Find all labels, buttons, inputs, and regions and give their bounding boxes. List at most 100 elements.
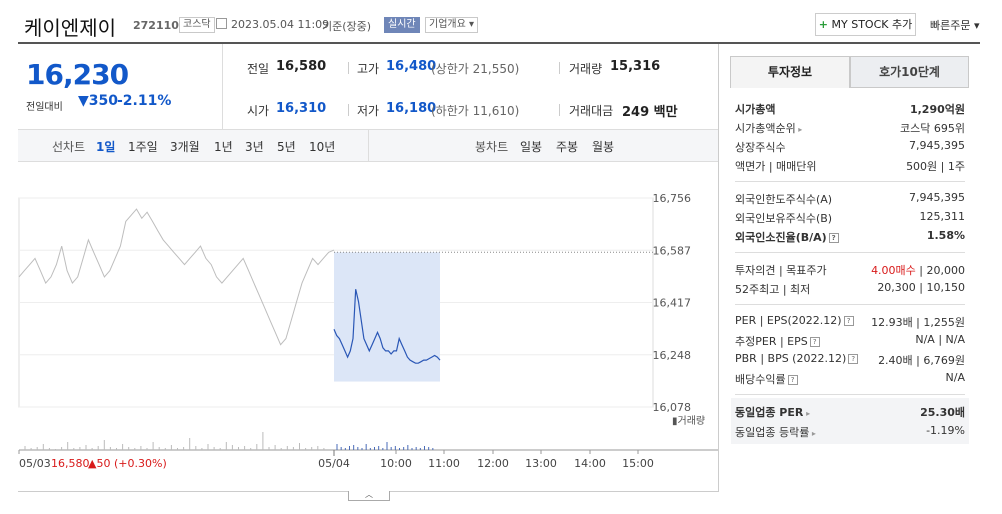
tab-1day[interactable]: 1일	[96, 140, 116, 154]
tab-monthly[interactable]: 월봉	[592, 140, 615, 154]
open-label: 시가	[247, 104, 270, 118]
prev-day-price-line	[18, 208, 335, 346]
prev-day-percent: (+0.30%)	[114, 457, 167, 470]
x-tick-label: 13:00	[525, 457, 557, 470]
realtime-badge[interactable]: 실시간	[384, 17, 420, 33]
par-value-row: 액면가 | 매매단위 500원 | 1주	[735, 160, 965, 173]
y-tick-label: 16,756	[653, 192, 692, 205]
y-tick-label: 16,587	[653, 244, 692, 257]
pbr-bps-row: PBR | BPS (2022.12)? 2.40배 | 6,769원	[735, 352, 965, 367]
quick-order-button[interactable]: 빠른주문 ▾	[930, 17, 980, 33]
stock-name: 케이엔제이	[24, 16, 116, 40]
price-summary: 16,230 전일대비 ▼350 -2.11% 전일 16,580 고가 16,…	[18, 44, 718, 130]
volume-label: 거래량	[569, 62, 603, 76]
quote-datetime: 2023.05.04 11:09	[231, 18, 330, 31]
tab-5year[interactable]: 5년	[277, 140, 296, 154]
chevron-down-icon: ▾	[970, 19, 980, 32]
today-range-area	[334, 252, 440, 382]
amount-value: 249 백만	[622, 105, 678, 120]
tab-orderbook[interactable]: 호가10단계	[850, 56, 969, 88]
x-tick-label: 10:00	[380, 457, 412, 470]
tab-10year[interactable]: 10년	[309, 140, 336, 154]
chart-period-tabs: 선차트 1일 1주일 3개월 1년 3년 5년 10년 봉차트 일봉 주봉 월봉	[18, 130, 718, 162]
candle-chart-label: 봉차트	[475, 140, 509, 154]
quote-basis: 기준(장중)	[322, 20, 372, 33]
high-value: 16,480	[386, 59, 437, 74]
company-info-button[interactable]: 기업개요 ▾	[425, 17, 478, 33]
tab-1year[interactable]: 1년	[214, 140, 233, 154]
dividend-row: 배당수익률? N/A	[735, 371, 965, 386]
arrow-right-icon: ▸	[809, 429, 816, 438]
quick-order-label: 빠른주문	[930, 19, 971, 32]
foreign-holding-row: 외국인보유주식수(B) 125,311	[735, 210, 965, 225]
amount-label: 거래대금	[569, 104, 614, 118]
tab-1week[interactable]: 1주일	[128, 140, 158, 154]
x-tick-label: 15:00	[622, 457, 654, 470]
x-tick-label: 12:00	[477, 457, 509, 470]
intraday-chart: 16,756 16,587 16,417 16,248 16,078▮거래량 05/03 0…	[18, 192, 718, 470]
x-tick-label: 05/03	[19, 457, 51, 470]
help-icon[interactable]: ?	[848, 354, 859, 364]
high-label: 고가	[357, 62, 380, 76]
summary-divider	[222, 44, 223, 130]
y-tick-label: 16,417	[653, 297, 692, 310]
tab-daily[interactable]: 일봉	[520, 140, 543, 154]
my-stock-label: MY STOCK 추가	[831, 18, 913, 31]
prev-day-change: ▲50	[88, 457, 110, 470]
foreign-limit-row: 외국인한도주식수(A) 7,945,395	[735, 191, 965, 206]
current-price: 16,230	[26, 58, 129, 91]
prev-close-label: 전일	[247, 62, 270, 76]
prev-day-price: 16,580	[51, 457, 90, 470]
help-icon[interactable]: ?	[809, 337, 820, 347]
opinion-row: 투자의견 | 목표주가 4.00매수 | 20,000	[735, 264, 965, 277]
upper-limit: (상한가 21,550)	[431, 62, 520, 76]
stock-code: 272110	[133, 19, 179, 32]
lower-limit: (하한가 11,610)	[431, 104, 520, 118]
chevron-down-icon: ▾	[465, 19, 475, 30]
x-tick-label: 11:00	[428, 457, 460, 470]
header-divider	[18, 42, 980, 44]
low-value: 16,180	[386, 101, 437, 116]
listed-shares-row: 상장주식수 7,945,395	[735, 139, 965, 154]
x-tick-label: 14:00	[574, 457, 606, 470]
tab-weekly[interactable]: 주봉	[556, 140, 579, 154]
tab-3month[interactable]: 3개월	[170, 140, 200, 154]
volume-value: 15,316	[610, 59, 661, 74]
tab-invest-info[interactable]: 투자정보	[730, 56, 850, 88]
company-info-label: 기업개요	[429, 19, 466, 30]
sector-per-row[interactable]: 동일업종 PER ▸ 25.30배	[735, 406, 965, 419]
chevron-up-icon: ︿	[365, 490, 373, 499]
open-value: 16,310	[276, 101, 327, 116]
sector-change-row[interactable]: 동일업종 등락률 ▸ -1.19%	[735, 424, 965, 439]
collapse-chart-button[interactable]: ︿	[348, 491, 390, 501]
investment-info-panel: 투자정보 호가10단계 시가총액 1,290억원 시가총액순위 ▸ 코스닥 695위…	[718, 44, 980, 492]
line-chart-label: 선차트	[52, 140, 86, 154]
my-stock-add-button[interactable]: + MY STOCK 추가	[815, 13, 916, 36]
x-tick-label: 05/04	[318, 457, 350, 470]
today-price-line	[333, 289, 441, 364]
plus-icon: +	[818, 18, 828, 31]
volume-label: ▮거래량	[672, 415, 705, 427]
stock-header: 케이엔제이 272110 코스닥 2023.05.04 11:09 기준(장중)…	[0, 0, 1002, 44]
change-value: ▼350	[78, 93, 119, 109]
foreign-ratio-row: 외국인소진율(B/A)? 1.58%	[735, 229, 965, 244]
help-icon[interactable]: ?	[843, 316, 854, 326]
market-cap-rank-row[interactable]: 시가총액순위 ▸ 코스닥 695위	[735, 122, 965, 135]
change-percent: -2.11%	[117, 93, 172, 109]
52week-row: 52주최고 | 최저 20,300 | 10,150	[735, 281, 965, 296]
prev-close-value: 16,580	[276, 59, 327, 74]
calendar-icon	[216, 18, 227, 29]
est-per-row: 추정PER | EPS? N/A | N/A	[735, 333, 965, 348]
arrow-right-icon: ▸	[803, 409, 811, 418]
tab-3year[interactable]: 3년	[245, 140, 264, 154]
per-eps-row: PER | EPS(2022.12)? 12.93배 | 1,255원	[735, 314, 965, 329]
help-icon[interactable]: ?	[828, 233, 839, 243]
down-triangle-icon: ▼	[78, 93, 89, 109]
market-cap-row: 시가총액 1,290억원	[735, 103, 965, 116]
low-label: 저가	[357, 104, 380, 118]
arrow-right-icon: ▸	[795, 125, 803, 134]
y-tick-label: 16,078	[653, 401, 692, 414]
y-tick-label: 16,248	[653, 349, 692, 362]
market-badge: 코스닥	[179, 17, 215, 33]
help-icon[interactable]: ?	[787, 375, 798, 385]
